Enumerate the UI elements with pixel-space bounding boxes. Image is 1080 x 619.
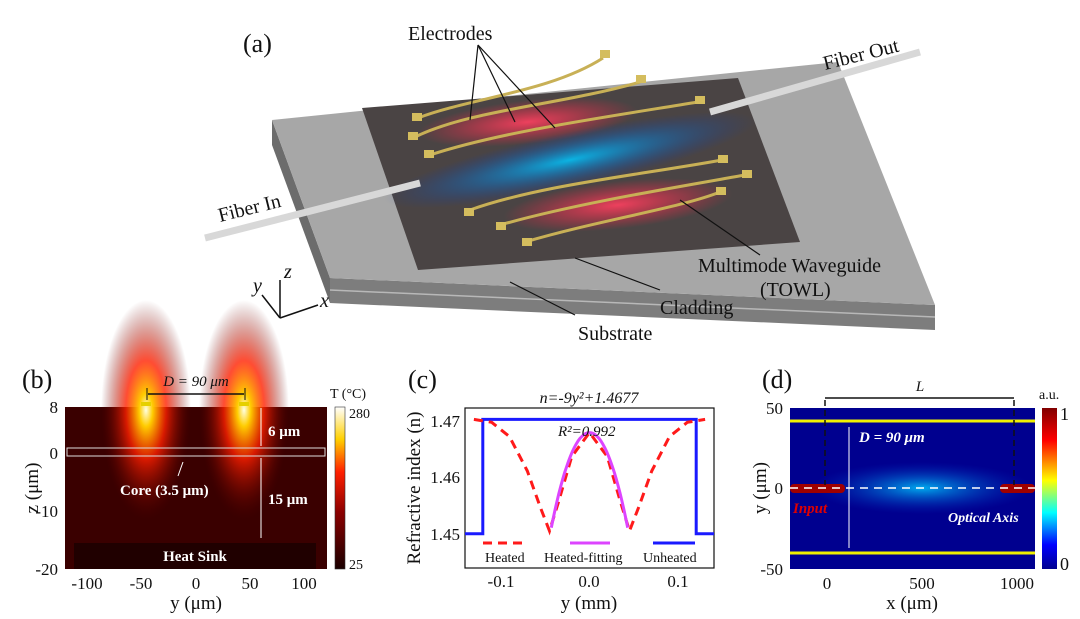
optical-axis-label: Optical Axis [948,511,1019,526]
xtick: 1000 [1000,574,1034,593]
colorbar-title: T (°C) [330,387,366,402]
series-unheated [465,417,714,536]
d-yticks: 50 0 -50 [760,399,783,579]
panel-c-label: (c) [408,365,437,394]
xtick: 50 [242,574,259,593]
axes-triad [261,280,319,319]
electrode-pads [408,50,752,246]
xtick: 500 [909,574,935,593]
legend-heated-fitting: Heated-fitting [544,551,623,566]
heated-region-bottom [503,178,733,232]
c-xlabel: y (mm) [561,593,617,614]
panel-b: (b) Heat Sink D = 90 μm 6 μm 15 μm Core … [22,300,370,614]
legend-unheated: Unheated [643,551,697,566]
light-beam [384,111,756,209]
xtick: -50 [130,574,153,593]
colorbar-min: 0 [1060,554,1069,574]
b-yticks: 8 0 -10 -20 [35,398,58,579]
chart-title: n=-9y²+1.4677 [540,390,640,407]
ytick: 1.47 [430,412,460,431]
leader-lines [469,44,761,316]
electrode-left [141,402,151,406]
waveguide-label: Multimode Waveguide [698,255,881,277]
axis-x-label: x [319,290,329,312]
xtick: -0.1 [488,572,515,591]
c-yticks: 1.47 1.46 1.45 [430,412,460,544]
temperature-colorbar [334,406,346,570]
hotspot-right [199,300,289,520]
fiber-in [204,179,421,242]
ytick: -20 [35,560,58,579]
panel-a-label: (a) [243,29,272,58]
panel-c: (c) n=-9y²+1.4677 R²=0.992 1.47 1.46 1.4… [404,365,715,614]
spacing-label: D = 90 μm [162,374,229,390]
xtick: -100 [71,574,102,593]
legend: Heated Heated-fitting Unheated [483,541,697,566]
b-xticks: -100 -50 0 50 100 [71,574,316,593]
xtick: 0 [823,574,832,593]
dim-top-label: 6 μm [268,424,301,440]
b-ylabel: z (μm) [22,463,43,514]
input-beam [790,484,845,493]
cladding-edge [329,289,936,318]
length-label: L [915,379,924,395]
ytick: 0 [775,479,784,498]
ytick: 0 [50,444,59,463]
panel-d-label: (d) [762,365,792,394]
intensity-colorbar [1042,408,1057,569]
series-heated-fitting [549,431,630,529]
d-xticks: 0 500 1000 [823,574,1034,593]
panel-a: (a) Electrodes Fiber In Fiber Out Multim… [204,23,936,345]
heat-sink [74,543,316,569]
electrode-right [239,402,249,406]
xtick: 0.1 [667,572,688,591]
colorbar-min: 25 [349,558,363,573]
ytick: 1.46 [430,468,460,487]
ytick: 1.45 [430,525,460,544]
colorbar-max: 1 [1060,404,1069,424]
electrodes-label: Electrodes [408,23,493,45]
substrate-label: Substrate [578,323,653,345]
input-label: Input [792,501,828,517]
cladding-label: Cladding [660,297,733,319]
plot-frame [464,407,715,569]
ytick: 50 [766,399,783,418]
series-heated [473,417,706,536]
core-label: Core (3.5 μm) [120,483,209,499]
ytick: 8 [50,398,59,417]
legend-heated: Heated [485,551,525,566]
panel-d: (d) L D = 90 μm Input Optical Axis a.u. … [750,365,1069,614]
core-outline [66,447,326,457]
dim-bottom-label: 15 μm [268,492,308,508]
panel-b-label: (b) [22,365,52,394]
towl-label: (TOWL) [760,279,831,301]
spacing-label: D = 90 μm [858,430,925,446]
dimension-arrows [177,408,262,538]
xtick: 0 [192,574,201,593]
xtick: 0.0 [578,572,599,591]
ytick: -10 [35,502,58,521]
axis-y-label: y [251,275,262,297]
ytick: -50 [760,560,783,579]
colorbar-title: a.u. [1039,388,1059,403]
xtick: 100 [291,574,317,593]
r2-annotation: R²=0.992 [557,424,616,440]
d-xlabel: x (μm) [886,593,938,614]
b-xlabel: y (μm) [170,593,222,614]
fiber-out [709,48,921,116]
d-ylabel: y (μm) [750,462,771,514]
axis-z-label: z [283,261,292,283]
heat-sink-label: Heat Sink [163,549,227,565]
c-xticks: -0.1 0.0 0.1 [488,572,689,591]
hotspot-left [101,300,191,520]
c-ylabel: Refractive index (n) [404,412,425,565]
colorbar-max: 280 [349,407,370,422]
